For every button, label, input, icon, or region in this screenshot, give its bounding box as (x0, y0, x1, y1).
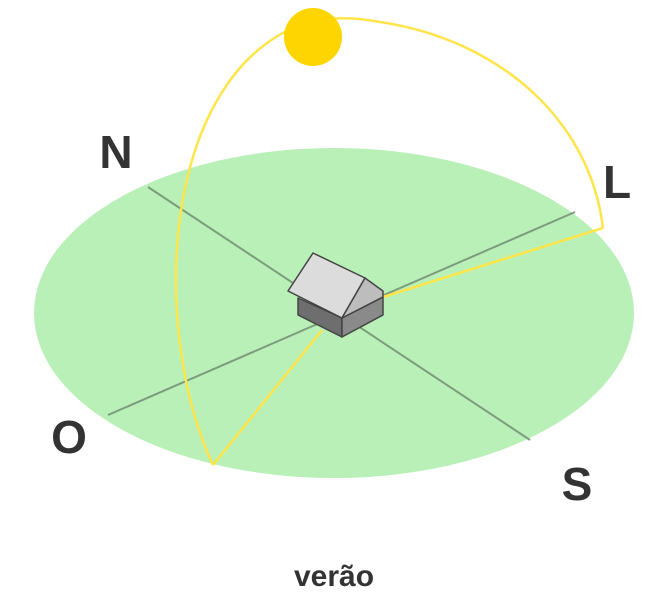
house (287, 252, 384, 338)
sunset-ray (212, 329, 323, 466)
caption: verão (294, 560, 374, 593)
sunrise-ray (382, 226, 604, 299)
sun (284, 8, 342, 66)
label-west: O (51, 411, 87, 463)
label-east: L (603, 156, 631, 208)
label-south: S (562, 458, 593, 510)
label-north: N (99, 126, 132, 178)
